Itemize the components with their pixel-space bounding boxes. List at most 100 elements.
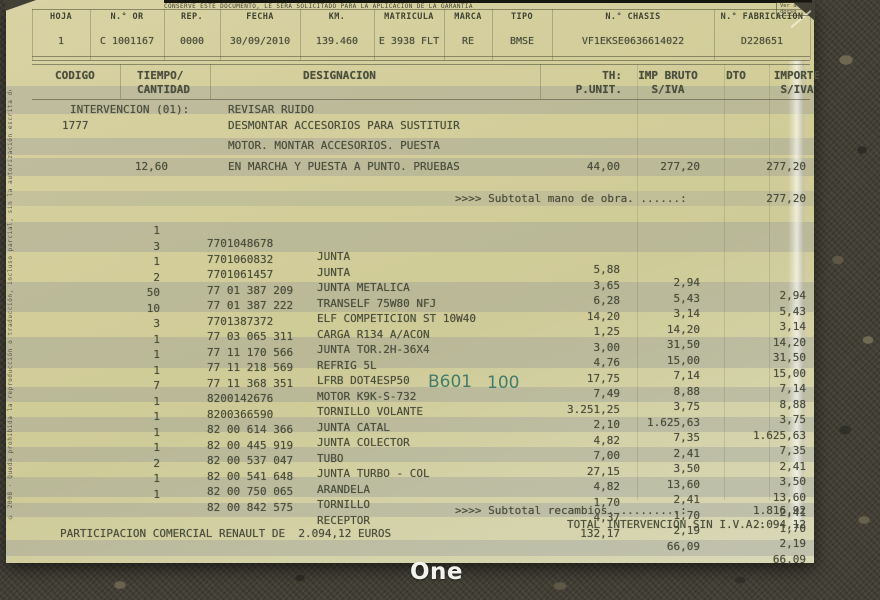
- part-punit: 1,70: [593, 495, 621, 509]
- rule: [540, 64, 541, 99]
- part-qty: 1: [153, 472, 160, 485]
- table-row: 2 77 01 387 209 TRANSELF 75W80 NFJ 14,20…: [24, 258, 812, 349]
- part-punit: 3,65: [593, 278, 621, 292]
- part-qty: 1: [153, 255, 160, 268]
- col-header-siva1: S/IVA: [651, 83, 685, 96]
- part-qty: 1: [153, 332, 160, 346]
- rule: [810, 9, 811, 60]
- labor-line: EN MARCHA Y PUESTA A PUNTO. PRUEBAS: [228, 160, 460, 173]
- part-importe: 3,50: [779, 475, 807, 488]
- labor-importe: 277,20: [766, 160, 806, 173]
- part-importe: 15,00: [772, 366, 806, 380]
- total-value: 2.094,12: [753, 518, 806, 531]
- part-qty: 1: [153, 441, 160, 454]
- part-punit: 17,75: [586, 371, 620, 385]
- part-desc: MOTOR K9K-S-732: [317, 389, 417, 403]
- col-header-cantidad: CANTIDAD: [137, 83, 190, 96]
- part-importe: 3,75: [779, 413, 807, 426]
- photocopy-band: [6, 138, 814, 155]
- table-row: 3 7701060832 JUNTA 3,65 5,43 5,43: [24, 227, 812, 318]
- col-header-imp-bruto: IMP BRUTO: [638, 69, 698, 82]
- part-importe: 2,41: [779, 459, 807, 473]
- rule: [32, 9, 810, 10]
- part-ref: 77 01 387 209: [207, 283, 294, 297]
- table-row: 50 77 01 387 222 ELF COMPETICION ST 10W4…: [24, 273, 812, 364]
- photocopy-band: [6, 86, 814, 114]
- table-row: 1 82 00 445 919 TUBO 27,15 13,60 13,60: [24, 413, 812, 504]
- part-ref: 82 00 541 648: [207, 469, 294, 483]
- paper-fold-highlight: [788, 60, 804, 530]
- part-bruto: 13,60: [666, 477, 700, 491]
- part-desc: TORNILLO: [317, 498, 370, 511]
- part-bruto: 15,00: [666, 353, 700, 367]
- column-separator: [724, 64, 725, 500]
- part-qty: 10: [146, 301, 160, 315]
- part-punit: 132,17: [580, 526, 620, 540]
- col-header-th: TH:: [602, 69, 622, 82]
- col-header-siva2: S/IVA: [780, 83, 814, 96]
- labor-line: MOTOR. MONTAR ACCESORIOS. PUESTA: [228, 139, 440, 152]
- header-value-km: 139.460: [315, 36, 359, 47]
- rule: [32, 99, 810, 100]
- subtotal-labor-label: >>>> Subtotal mano de obra. ......:: [455, 192, 687, 205]
- table-row: 1 77 11 170 566 REFRIG 5L 17,75 8,88 8,8…: [24, 320, 812, 411]
- header-label-matricula: MATRICULA: [384, 12, 434, 22]
- warranty-banner: CONSERVE ESTE DOCUMENTO, LE SERA SOLICIT…: [164, 3, 473, 10]
- part-desc: JUNTA: [317, 250, 351, 263]
- annotation-100: 100: [487, 373, 520, 393]
- part-desc: REFRIG 5L: [317, 358, 377, 372]
- participation-note: PARTICIPACION COMERCIAL RENAULT DE 2.094…: [60, 527, 392, 540]
- part-punit: 7,00: [593, 449, 621, 462]
- invoice-content: CONSERVE ESTE DOCUMENTO, LE SERA SOLICIT…: [24, 0, 820, 566]
- photocopy-band: [6, 337, 814, 368]
- rule: [552, 9, 553, 60]
- part-bruto: 8,88: [673, 384, 701, 398]
- top-border-line: [164, 0, 812, 3]
- header-value-rep: 0000: [179, 36, 205, 47]
- invoice-document: © 2008 · Queda prohibida la reproducción…: [5, 0, 820, 566]
- column-separator: [637, 64, 638, 500]
- photocopy-band: [6, 387, 814, 402]
- header-value-fecha: 30/09/2010: [229, 36, 291, 47]
- part-qty: 50: [146, 286, 160, 299]
- part-desc: JUNTA TOR.2H-36X4: [317, 343, 430, 356]
- part-desc: LFRB DOT4ESP50: [317, 374, 410, 387]
- part-bruto: 2,41: [673, 446, 701, 460]
- part-importe: 2,41: [779, 506, 807, 519]
- part-bruto: 1.625,63: [647, 415, 700, 429]
- labor-tiempo: 12,60: [134, 160, 168, 173]
- part-desc: RECEPTOR: [317, 513, 370, 527]
- part-ref: 77 03 065 311: [207, 330, 294, 343]
- rule: [492, 9, 493, 60]
- part-bruto: 3,14: [673, 307, 701, 320]
- photocopy-band: [6, 477, 814, 497]
- header-value-tipo: BMSE: [509, 36, 535, 47]
- labor-line: REVISAR RUIDO: [228, 103, 315, 116]
- rule: [220, 9, 221, 60]
- table-row: 1 82 00 750 065 TORNILLO 4,37 2,19 2,19: [24, 459, 812, 550]
- labor-bruto: 277,20: [660, 160, 700, 173]
- labor-line: DESMONTAR ACCESORIOS PARA SUSTITUIR: [228, 119, 460, 132]
- part-desc: CARGA R134 A/ACON: [317, 327, 430, 341]
- part-bruto: 1,70: [673, 508, 701, 522]
- table-row: 2 82 00 541 648 ARANDELA 1,70 1,70 1,70: [24, 444, 812, 535]
- subtotal-parts-value: 1.816,92: [753, 504, 806, 517]
- total-label: TOTAL INTERVENCION SIN I.V.A.:: [567, 518, 766, 531]
- header-label-fabricacion: N.° FABRICACION: [720, 12, 804, 22]
- part-qty: 1: [153, 363, 160, 377]
- part-desc: JUNTA METALICA: [317, 281, 410, 294]
- part-bruto: 2,94: [673, 276, 701, 289]
- table-row: 1 77 11 368 351 MOTOR K9K-S-732 3.251,25…: [24, 351, 812, 442]
- header-label-tipo: TIPO: [510, 12, 534, 22]
- part-desc: ARANDELA: [317, 482, 370, 496]
- col-header-importe: IMPORTE: [773, 69, 821, 82]
- header-label-rep: REP.: [180, 12, 204, 22]
- header-value-matricula: E 3938 FLT: [378, 36, 440, 47]
- header-label-fecha: FECHA: [246, 12, 274, 22]
- part-punit: 3.251,25: [567, 402, 620, 416]
- part-desc: JUNTA: [317, 265, 351, 279]
- rule: [714, 9, 715, 60]
- part-importe: 2,19: [779, 537, 807, 550]
- part-importe: 66,09: [772, 552, 806, 566]
